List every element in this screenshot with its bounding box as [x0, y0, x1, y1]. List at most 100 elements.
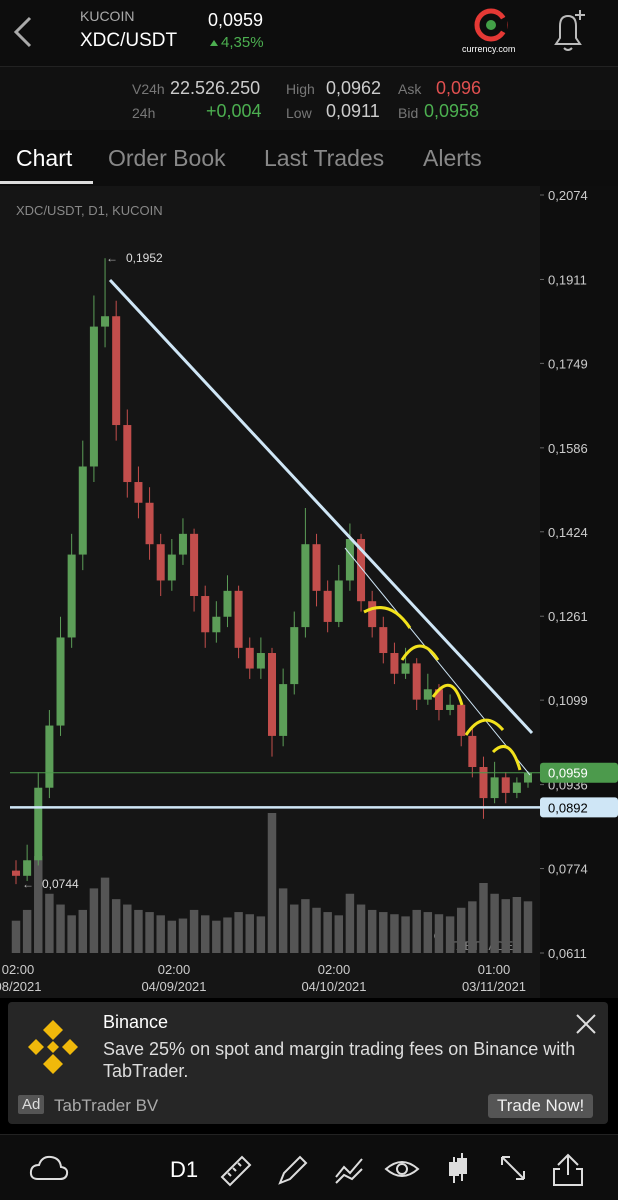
change: 4,35% [221, 34, 264, 51]
volume-bar [490, 893, 499, 953]
annotation-arrow: ← [106, 251, 118, 265]
ad-text: Save 25% on spot and margin trading fees… [103, 1039, 576, 1081]
volume-bar [334, 915, 344, 953]
tool-icons [220, 1153, 583, 1187]
candle-body [212, 616, 221, 633]
tabs: Chart Order Book Last Trades Alerts [0, 130, 618, 186]
toolbar: D1 [0, 1134, 618, 1200]
y-tick-label: 0,1424 [548, 525, 588, 540]
ad-button[interactable]: Trade Now! [488, 1094, 594, 1118]
volume-bar [111, 899, 121, 953]
hand-drawn-arcs [363, 606, 522, 771]
volume-bar [356, 904, 366, 953]
stat-label: Bid [398, 105, 419, 121]
candle-body [312, 544, 321, 591]
candle-body [101, 316, 110, 327]
volume-bar [78, 909, 88, 953]
candle-body [345, 539, 354, 581]
volume-bar [412, 909, 421, 953]
candle-body [145, 502, 154, 545]
ad-banner[interactable]: Binance Save 25% on spot and margin trad… [8, 1002, 608, 1124]
candle-body [423, 689, 432, 700]
candle-body [178, 533, 187, 555]
stat: 0,096 [436, 78, 482, 98]
last_price-label: 0,0959 [548, 766, 588, 781]
volume-bar [145, 912, 154, 953]
candle-body [67, 554, 76, 638]
x-tick-time: 02:00 [318, 962, 351, 977]
candle-body [334, 580, 343, 622]
volume-bar [256, 916, 266, 953]
candle-body [123, 425, 132, 483]
candle-body [434, 689, 443, 711]
candle-body [412, 663, 421, 700]
volume-bar [123, 904, 132, 953]
candle-body [223, 590, 232, 617]
volume-bar [323, 912, 332, 953]
ad-sponsor: TabTrader BV [54, 1096, 159, 1115]
volume-bar [523, 901, 533, 953]
volume-bar [34, 856, 43, 953]
y-tick-label: 0,1749 [548, 356, 588, 371]
volume-bar [134, 909, 143, 953]
chart-title: XDC/USDT, D1, KUCOIN [16, 203, 163, 218]
stat: +0,004 [206, 101, 262, 121]
back-button[interactable] [10, 14, 36, 50]
candle-body [11, 870, 21, 876]
candle-body [112, 316, 121, 426]
tab[interactable]: Chart [16, 145, 73, 171]
candle-body [134, 482, 143, 503]
stats-bar: V24h 22.526.250 24h +0,004 High 0,0962 L… [0, 66, 618, 130]
stat: 0,0958 [424, 101, 480, 121]
volume-bar [167, 920, 177, 953]
stat-label: Ask [398, 81, 422, 97]
volume-bar [267, 813, 277, 953]
volume-bar [89, 888, 99, 953]
tab[interactable]: Order Book [108, 145, 226, 171]
y-tick-label: 0,1586 [548, 441, 588, 456]
candle-body [245, 647, 254, 669]
trend-line [108, 278, 534, 735]
candle-body [368, 601, 377, 628]
brand-logo [474, 8, 508, 42]
chart-panel: XDC/USDT, D1, KUCOIN TABTRADER 0,20740,1… [0, 186, 618, 998]
support-tag [540, 797, 618, 818]
volume-bar [312, 907, 321, 953]
pair: XDC/USDT [80, 30, 178, 51]
volume-bar [468, 901, 477, 953]
candle-body [390, 653, 399, 674]
candle-body [234, 590, 243, 648]
y-tick-label: 0,0611 [548, 946, 587, 961]
candle-body [156, 544, 165, 581]
axis-bg [540, 186, 618, 998]
candle-body [468, 735, 477, 767]
tab[interactable]: Last Trades [264, 145, 385, 171]
y-tick-label: 0,1099 [548, 693, 588, 708]
timeframe-button[interactable]: D1 [170, 1157, 199, 1182]
candle-body [167, 554, 176, 581]
candle-body [401, 663, 410, 674]
ad-title: Binance [103, 1012, 169, 1032]
volume-bar [423, 912, 433, 953]
stat: 0,0962 [326, 78, 382, 98]
candle-body [201, 596, 210, 633]
cloud-button[interactable] [28, 1153, 70, 1183]
candle-body [290, 627, 299, 685]
volume-bar [434, 914, 444, 953]
volume-bar [456, 907, 466, 953]
close-button[interactable] [574, 1012, 598, 1036]
price: 0,0959 [208, 10, 264, 30]
volume-bar [178, 918, 188, 953]
candle-body [34, 787, 43, 861]
volume-bar [290, 904, 299, 953]
up-arrow [210, 40, 218, 46]
tab[interactable]: Alerts [423, 145, 482, 171]
candle-body [45, 725, 54, 788]
alerts-button[interactable] [548, 8, 588, 54]
volume-bar [189, 909, 199, 953]
header: KUCOIN XDC/USDT 0,0959 4,35% currency.co… [0, 0, 618, 66]
annotation: 0,1952 [126, 251, 163, 265]
candle-body [89, 326, 98, 467]
